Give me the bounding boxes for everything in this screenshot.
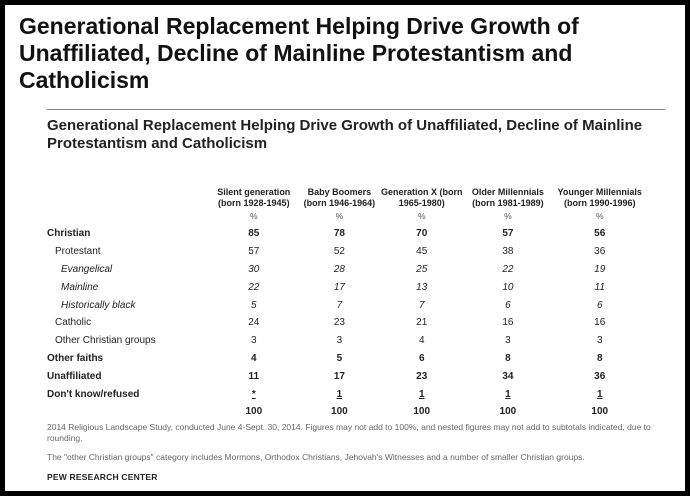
- unit-row: % % % % %: [47, 211, 647, 225]
- column-header: Younger Millennials (born 1990-1996): [557, 187, 642, 208]
- source-label: PEW RESEARCH CENTER: [47, 472, 158, 482]
- data-table: Silent generation (born 1928-1945) Baby …: [47, 157, 647, 421]
- table-cell: 8: [505, 352, 511, 364]
- table-cell: 57: [248, 246, 260, 258]
- table-cell: 100: [331, 406, 348, 418]
- footnote: 2014 Religious Landscape Study, conducte…: [47, 422, 651, 443]
- table-cell: *: [251, 388, 256, 400]
- table-cell: 19: [594, 263, 606, 275]
- table-cell: 3: [336, 335, 343, 347]
- table-cell: 3: [505, 335, 511, 347]
- total-row: 100 100 100 100 100: [47, 403, 647, 421]
- table-cell: 30: [248, 263, 260, 275]
- table-cell: 6: [505, 299, 511, 311]
- row-label: Historically black: [61, 299, 136, 311]
- table-row: Christian 85 78 70 57 56: [47, 225, 647, 243]
- table-cell: 21: [416, 317, 428, 329]
- table-cell: 1: [418, 388, 425, 400]
- row-label: Other faiths: [47, 352, 104, 364]
- table-cell: 100: [499, 406, 517, 418]
- table-cell: 10: [502, 281, 514, 293]
- table-cell: 38: [502, 246, 514, 258]
- table-cell: 24: [248, 317, 260, 329]
- row-label: Evangelical: [61, 263, 113, 275]
- table-cell: 25: [416, 263, 428, 275]
- table-cell: 16: [594, 317, 606, 329]
- unit-cell: %: [335, 211, 344, 221]
- row-label: [47, 403, 209, 421]
- table-cell: 5: [336, 352, 343, 364]
- table-cell: 85: [248, 228, 260, 240]
- table-cell: 78: [333, 228, 345, 240]
- table-cell: 36: [594, 246, 606, 258]
- table-cell: 11: [594, 281, 605, 293]
- column-header: Generation X (born 1965-1980): [380, 187, 463, 208]
- table-cell: 1: [596, 388, 603, 400]
- row-label: Mainline: [61, 281, 99, 293]
- table-cell: 13: [416, 281, 428, 293]
- table-cell: 34: [502, 370, 514, 382]
- row-label: Other Christian groups: [55, 335, 156, 347]
- row-label-header: [47, 157, 209, 211]
- column-header: Older Millennials (born 1981-1989): [471, 187, 544, 208]
- table-cell: 3: [251, 335, 257, 347]
- table-cell: 17: [333, 281, 345, 293]
- table-cell: 22: [502, 263, 514, 275]
- table-cell: 4: [418, 335, 425, 347]
- table-row: Don't know/refused * 1 1 1 1: [47, 385, 647, 403]
- table-cell: 1: [336, 388, 343, 400]
- table-cell: 100: [413, 406, 431, 418]
- table-cell: 16: [502, 317, 514, 329]
- table-cell: 6: [596, 299, 603, 311]
- table-cell: 45: [416, 246, 428, 258]
- table-cell: 56: [594, 228, 606, 240]
- table-cell: 6: [418, 352, 425, 364]
- table-cell: 23: [333, 317, 345, 329]
- row-label: Don't know/refused: [47, 388, 140, 400]
- table-cell: 1: [505, 388, 511, 400]
- chart-frame: Generational Replacement Helping Drive G…: [5, 5, 685, 491]
- table-cell: 11: [248, 370, 260, 382]
- table-row: Other Christian groups 3 3 4 3 3: [47, 332, 647, 350]
- table-cell: 4: [251, 352, 257, 364]
- table-cell: 100: [245, 406, 263, 418]
- table-row: Protestant 57 52 45 38 36: [47, 243, 647, 261]
- table-cell: 28: [333, 263, 345, 275]
- footnote: The "other Christian groups" category in…: [47, 452, 585, 462]
- title-divider: [47, 109, 665, 110]
- table-row: Mainline 22 17 13 10 11: [47, 278, 647, 296]
- table-cell: 57: [502, 228, 514, 240]
- table-cell: 5: [251, 299, 257, 311]
- column-header: Baby Boomers (born 1946-1964): [303, 187, 376, 208]
- row-label: Protestant: [55, 246, 101, 258]
- row-label: Catholic: [55, 317, 92, 329]
- table-cell: 3: [596, 335, 603, 347]
- row-label: Christian: [47, 228, 91, 240]
- table-cell: 52: [333, 246, 345, 258]
- unit-cell: %: [250, 211, 258, 221]
- unit-cell: %: [417, 211, 426, 221]
- unit-cell: %: [595, 211, 604, 221]
- page-title: Generational Replacement Helping Drive G…: [19, 13, 579, 93]
- table-cell: 23: [416, 370, 428, 382]
- table-title: Generational Replacement Helping Drive G…: [47, 117, 643, 152]
- table-cell: 8: [596, 352, 603, 364]
- table-row: Unaffiliated 11 17 23 34 36: [47, 367, 647, 385]
- table-row: Catholic 24 23 21 16 16: [47, 314, 647, 332]
- table-cell: 17: [333, 370, 345, 382]
- header-row: Silent generation (born 1928-1945) Baby …: [47, 157, 647, 211]
- table-cell: 36: [594, 370, 606, 382]
- unit-cell: %: [504, 211, 512, 221]
- table-cell: 22: [248, 281, 260, 293]
- table-row: Historically black 5 7 7 6 6: [47, 296, 647, 314]
- column-header: Silent generation (born 1928-1945): [217, 187, 291, 208]
- table-cell: 100: [591, 406, 609, 418]
- table-cell: 7: [418, 299, 425, 311]
- table-row: Evangelical 30 28 25 22 19: [47, 261, 647, 279]
- table-cell: 70: [416, 228, 428, 240]
- row-label: Unaffiliated: [47, 370, 102, 382]
- table-cell: 7: [336, 299, 343, 311]
- table-row: Other faiths 4 5 6 8 8: [47, 350, 647, 368]
